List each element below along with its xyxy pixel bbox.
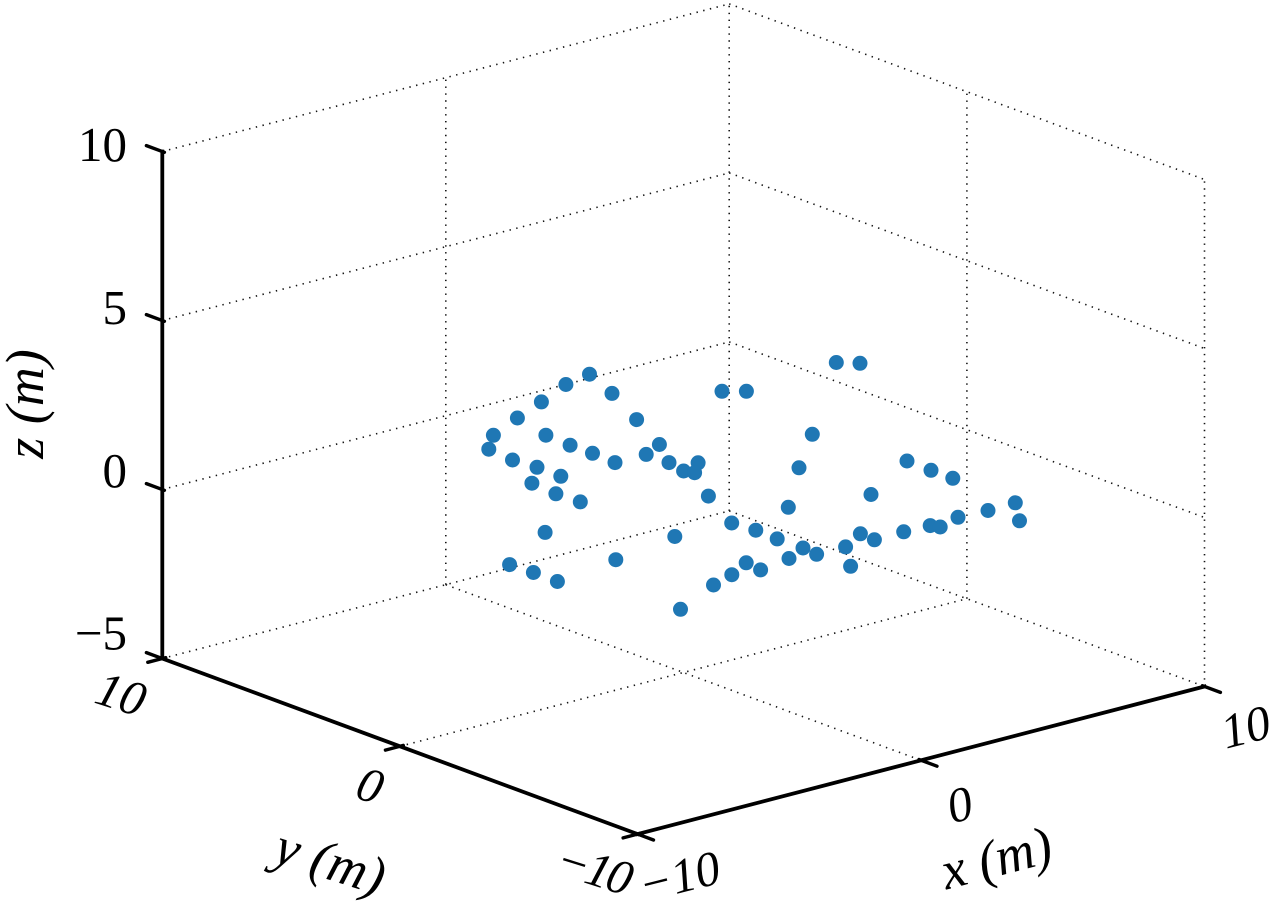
svg-text:z (m): z (m) (0, 349, 55, 459)
svg-text:10: 10 (78, 117, 127, 172)
svg-text:0: 0 (103, 443, 128, 498)
svg-text:5: 5 (103, 280, 128, 335)
svg-text:−5: −5 (75, 606, 127, 661)
